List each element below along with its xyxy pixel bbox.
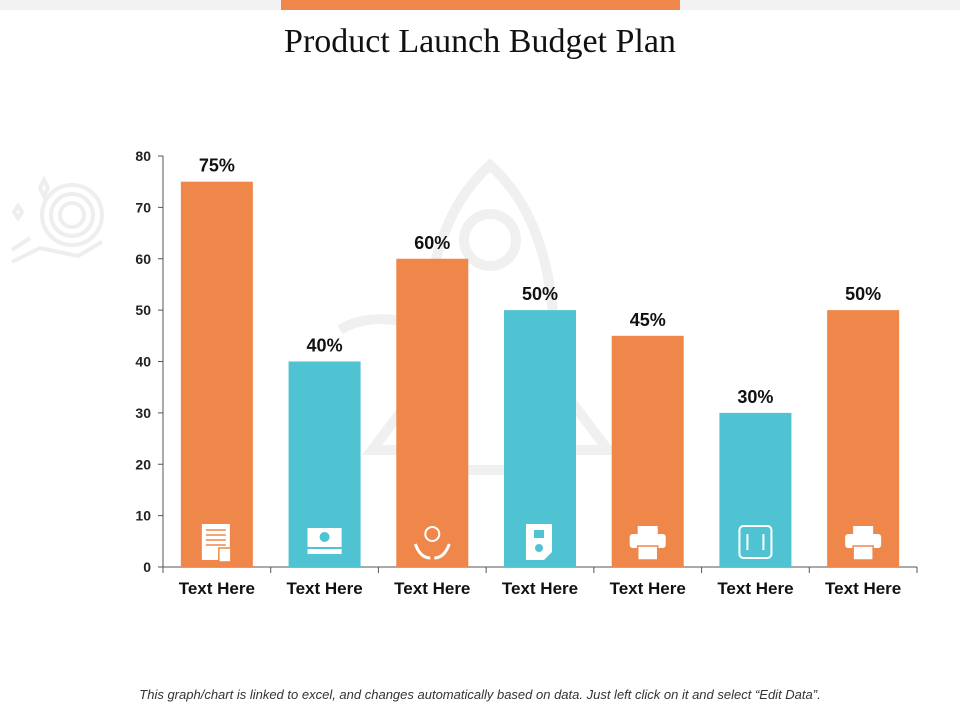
- printer-icon: [845, 526, 882, 561]
- bar: [827, 310, 900, 567]
- bar: [180, 181, 253, 567]
- category-label: Text Here: [610, 579, 686, 598]
- category-label: Text Here: [717, 579, 793, 598]
- printer-dollar-icon: [629, 526, 666, 561]
- y-tick-label: 10: [135, 508, 151, 524]
- idea-hands-icon: [413, 526, 451, 560]
- data-label: 60%: [414, 233, 450, 253]
- bar: [396, 258, 469, 567]
- y-tick-label: 60: [135, 251, 151, 267]
- y-tick-label: 20: [135, 456, 151, 472]
- data-label: 45%: [630, 310, 666, 330]
- y-tick-label: 70: [135, 199, 151, 215]
- data-label: 30%: [737, 387, 773, 407]
- category-label: Text Here: [394, 579, 470, 598]
- category-label: Text Here: [286, 579, 362, 598]
- y-axis: 0 10 20 30 40 50 60 70 80: [135, 148, 164, 575]
- money-stack-icon: [307, 528, 342, 554]
- fingerprint-hand-icon: [10, 175, 104, 264]
- category-label: Text Here: [502, 579, 578, 598]
- footer-note: This graph/chart is linked to excel, and…: [139, 687, 821, 702]
- category-label: Text Here: [179, 579, 255, 598]
- data-label: 40%: [307, 336, 343, 356]
- exchange-dollar-icon: [738, 525, 773, 559]
- x-axis: [162, 566, 918, 573]
- y-tick-label: 50: [135, 302, 151, 318]
- document-calculator-icon: [201, 524, 232, 563]
- data-label: 50%: [522, 284, 558, 304]
- y-tick-label: 80: [135, 148, 151, 164]
- bank-document-icon: [526, 524, 552, 560]
- y-tick-label: 0: [143, 559, 151, 575]
- data-label: 75%: [199, 156, 235, 176]
- category-label: Text Here: [825, 579, 901, 598]
- page-title: Product Launch Budget Plan: [284, 23, 676, 60]
- top-accent-bar: [281, 0, 680, 10]
- y-tick-label: 40: [135, 354, 151, 370]
- bar: [719, 412, 792, 567]
- bars: 75% Text Here 40% Text Here 60% Text Here 50% T…: [179, 156, 902, 598]
- data-label: 50%: [845, 284, 881, 304]
- y-tick-label: 30: [135, 405, 151, 421]
